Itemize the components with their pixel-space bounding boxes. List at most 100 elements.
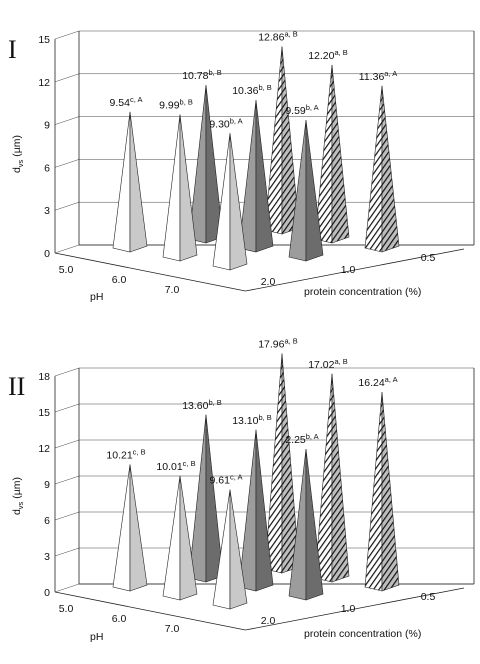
data-label: 11.36a, A [359,69,397,83]
data-label: 17.02a, B [308,357,348,371]
y-tick-label: 0 [44,587,50,599]
y-tick-label: 12 [38,443,50,455]
conc-tick-label: 2.0 [261,276,276,288]
depth-axis-title: protein concentration (%) [304,286,421,298]
gridline-side [54,159,80,168]
data-label: 13.60b, B [182,398,222,412]
conc-tick-label: 1.0 [341,603,356,615]
bar: 9.59b, A [285,103,324,262]
gridline-side [54,73,80,83]
ph-tick-label: 7.0 [165,623,180,635]
data-label: 9.61c, A [210,473,243,487]
y-tick-label: 9 [44,479,50,491]
conc-tick-label: 1.0 [341,264,356,276]
floor-front-edge [54,591,246,631]
ph-tick-label: 7.0 [165,284,180,296]
bar: 9.54c, A [110,95,148,253]
bar-front-face [162,114,181,262]
ph-tick-label: 5.0 [59,264,74,276]
bar: 9.30b, A [209,116,248,271]
gridline-side [54,583,80,593]
data-label: 10.01c, B [156,459,195,473]
panel-label: II [8,372,25,401]
bar-side-face [381,392,400,592]
y-tick-label: 6 [44,515,50,527]
bar: 9.99b, B [159,97,198,262]
bar-front-face [162,475,181,601]
panel-label: I [8,35,17,64]
data-label: 13.10b, B [232,413,272,427]
floor-right-edge [245,248,465,292]
conc-tick-label: 0.5 [421,591,436,603]
gridline-side [54,244,80,254]
y-tick-label: 3 [44,205,50,217]
bar-side-face [205,414,224,583]
data-label: 9.54c, A [110,95,143,109]
bar: 13.60b, B [182,398,224,583]
bar-side-face [255,429,274,592]
gridline-side [54,547,80,557]
bar: 13.10b, B [232,413,274,592]
bar: 16.24a, A [358,375,400,592]
x-axis-title: pH [90,631,103,643]
bar-side-face [255,100,274,253]
data-label: 17.96a, B [258,336,298,350]
gridline-side [54,201,80,211]
bar: 10.21c, B [106,447,148,592]
y-tick-label: 18 [38,371,50,383]
bar-side-face [305,120,324,262]
bar-side-face [179,114,198,262]
ph-tick-label: 6.0 [112,613,127,625]
bar-side-face [281,353,300,574]
y-axis-title: dvs (µm) [11,477,25,515]
y-tick-label: 15 [38,34,50,46]
data-label: 12.86a, B [258,30,298,44]
y-tick-label: 0 [44,248,50,260]
bar: 2.25b, A [285,432,324,601]
gridline-side [54,403,80,413]
bar-side-face [305,448,324,601]
data-label: 9.59b, A [285,103,318,117]
bar: 12.86a, B [258,30,300,235]
y-tick-label: 6 [44,162,50,174]
y-tick-label: 9 [44,120,50,132]
bar: 11.36a, A [359,69,400,253]
chart-panel-1: I dvs (µm) 0 3 6 9 12 15 12.86a, B 12.20a, B 11… [8,30,475,303]
bar-front-face [112,111,131,253]
y-tick-label: 12 [38,77,50,89]
gridline-side [54,439,80,449]
bar-front-face [364,392,383,592]
data-label: 10.36b, B [232,83,272,97]
bar: 10.78b, B [182,68,224,244]
bar: 10.01c, B [156,459,198,601]
floor-right-edge [245,587,465,631]
ph-tick-label: 5.0 [59,603,74,615]
depth-axis-title: protein concentration (%) [304,628,421,640]
bar: 12.20a, B [308,48,350,244]
data-label: 16.24a, A [358,375,397,389]
data-label: 12.20a, B [308,48,348,62]
bar: 9.61c, A [210,473,248,610]
bar-side-face [129,111,148,253]
bar-side-face [179,475,198,601]
bar-side-face [229,133,248,271]
data-label: 2.25b, A [285,432,318,446]
conc-tick-label: 2.0 [261,615,276,627]
bar-side-face [129,464,148,592]
gridline-side [54,367,80,377]
chart-panel-2: II dvs (µm) 0 3 6 9 12 15 18 17.96a, B 17.02a, … [8,336,475,643]
bar: 17.02a, B [308,357,350,583]
gridline-side [54,30,80,40]
floor-front-edge [54,252,246,292]
conc-tick-label: 0.5 [421,252,436,264]
data-label: 10.21c, B [106,447,145,461]
y-tick-label: 3 [44,551,50,563]
ph-tick-label: 6.0 [112,274,127,286]
data-label: 10.78b, B [182,68,222,82]
y-tick-label: 15 [38,407,50,419]
bar-side-face [331,64,350,244]
bar-side-face [381,85,400,253]
gridline-side [54,116,80,125]
x-axis-title: pH [90,291,103,303]
